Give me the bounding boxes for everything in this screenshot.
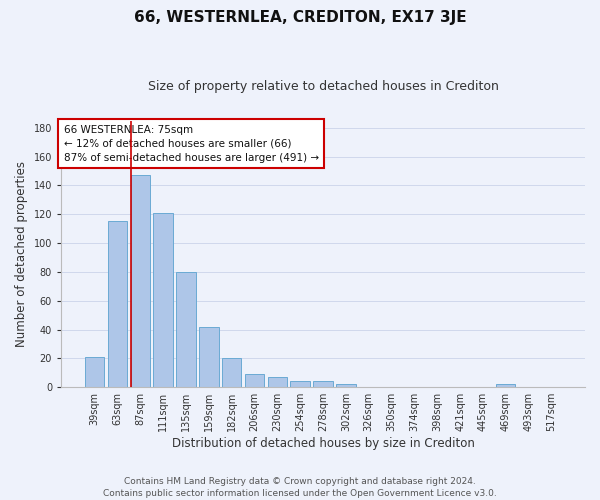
Bar [154,213,173,387]
Bar [313,382,333,387]
Bar [290,382,310,387]
Bar [268,377,287,387]
Bar [496,384,515,387]
Y-axis label: Number of detached properties: Number of detached properties [15,161,28,347]
X-axis label: Distribution of detached houses by size in Crediton: Distribution of detached houses by size … [172,437,475,450]
Bar [199,326,218,387]
Text: 66 WESTERNLEA: 75sqm
← 12% of detached houses are smaller (66)
87% of semi-detac: 66 WESTERNLEA: 75sqm ← 12% of detached h… [64,124,319,162]
Text: Contains HM Land Registry data © Crown copyright and database right 2024.
Contai: Contains HM Land Registry data © Crown c… [103,476,497,498]
Text: 66, WESTERNLEA, CREDITON, EX17 3JE: 66, WESTERNLEA, CREDITON, EX17 3JE [134,10,466,25]
Bar [131,176,150,387]
Bar [108,222,127,387]
Bar [85,357,104,387]
Bar [222,358,241,387]
Title: Size of property relative to detached houses in Crediton: Size of property relative to detached ho… [148,80,499,93]
Bar [336,384,356,387]
Bar [176,272,196,387]
Bar [245,374,264,387]
